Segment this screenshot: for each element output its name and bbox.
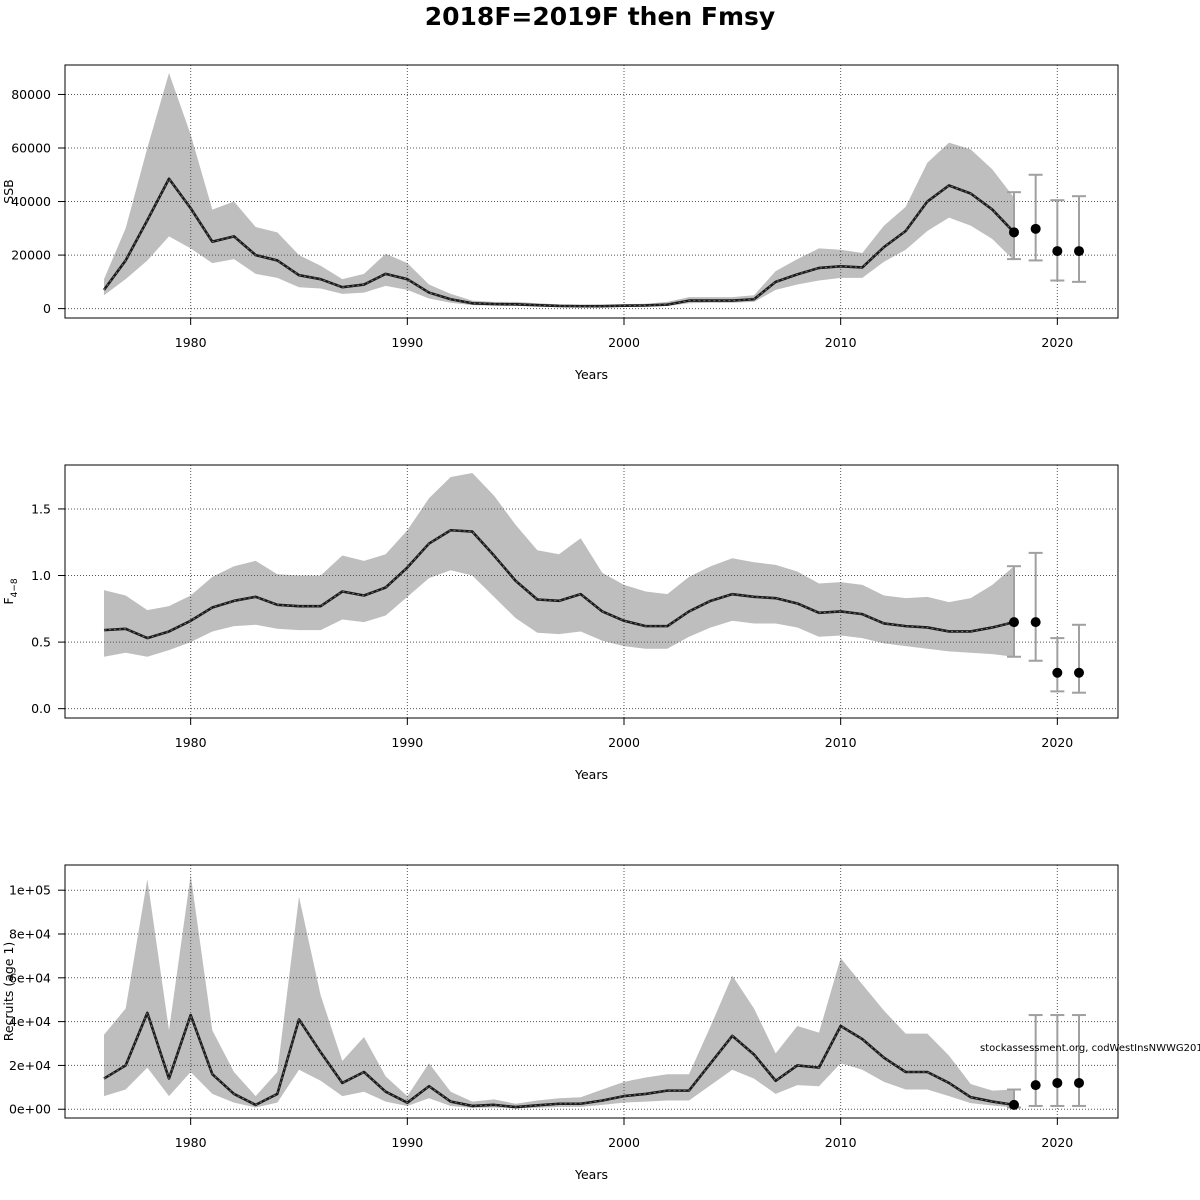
x-tick-label: 1980 bbox=[175, 1135, 207, 1150]
y-tick-label: 2e+04 bbox=[9, 1058, 51, 1073]
panel-3: 1980 1990 2000 2010 2020 0e+00 2e+04 4e+04 6e+04… bbox=[1, 864, 1119, 1182]
x-tick-label: 2010 bbox=[825, 1135, 857, 1150]
y-tick-label: 80000 bbox=[11, 87, 51, 102]
estimate-line-dots bbox=[103, 1011, 1015, 1108]
y-tick-label: 0.5 bbox=[31, 635, 51, 650]
forecast-point bbox=[1030, 223, 1041, 234]
y-tick-label: 6e+04 bbox=[9, 970, 51, 985]
x-tick-label: 2000 bbox=[608, 735, 640, 750]
y-tick-label: 0 bbox=[43, 301, 51, 316]
confidence-band bbox=[104, 472, 1014, 657]
forecast-point bbox=[1052, 1077, 1063, 1088]
estimate-line-dots bbox=[103, 177, 1015, 307]
x-tick-label: 2020 bbox=[1041, 335, 1073, 350]
panel-2: 1980 1990 2000 2010 2020 0.0 0.5 1.0 1.5 Years F4−… bbox=[1, 464, 1119, 782]
x-tick-label: 2010 bbox=[825, 735, 857, 750]
y-axis-label: Recruits (age 1) bbox=[1, 942, 16, 1042]
y-tick-label: 40000 bbox=[11, 194, 51, 209]
x-tick-label: 1990 bbox=[391, 1135, 423, 1150]
plot-frame bbox=[64, 464, 1119, 719]
y-axis-label: SSB bbox=[1, 179, 16, 203]
y-tick-label: 1.5 bbox=[31, 501, 51, 516]
forecast-point bbox=[1009, 227, 1019, 238]
watermark-text: stockassessment.org, codWestInsNWWG2019 bbox=[980, 1043, 1200, 1054]
forecast-2019 bbox=[1028, 173, 1043, 262]
y-tick-label: 20000 bbox=[11, 248, 51, 263]
figure-title: 2018F=2019F then Fmsy bbox=[424, 2, 776, 31]
forecast-point bbox=[1009, 1099, 1019, 1110]
y-tick-label: 1.0 bbox=[31, 568, 51, 583]
forecast-point bbox=[1074, 667, 1084, 678]
forecast-2021 bbox=[1072, 623, 1086, 694]
x-tick-label: 2000 bbox=[608, 1135, 640, 1150]
forecast-point bbox=[1052, 667, 1063, 678]
forecast-point bbox=[1030, 617, 1041, 628]
forecast-2021 bbox=[1072, 195, 1086, 283]
forecast-point bbox=[1074, 246, 1084, 257]
y-tick-label: 4e+04 bbox=[9, 1014, 51, 1029]
y-tick-label: 1e+05 bbox=[9, 883, 51, 898]
y-tick-label: 8e+04 bbox=[9, 927, 51, 942]
grid bbox=[65, 865, 1118, 1118]
forecast-point bbox=[1030, 1080, 1041, 1091]
forecast-2019 bbox=[1028, 551, 1043, 662]
estimate-line bbox=[103, 528, 1015, 640]
x-axis-label: Years bbox=[574, 367, 608, 382]
confidence-band bbox=[104, 73, 1014, 308]
forecast-point bbox=[1074, 1077, 1084, 1088]
x-tick-label: 1990 bbox=[391, 735, 423, 750]
y-tick-label: 0e+00 bbox=[9, 1102, 51, 1117]
forecast-point bbox=[1052, 246, 1063, 257]
x-tick-label: 1980 bbox=[175, 335, 207, 350]
y-axis-label: F4−8 bbox=[1, 578, 20, 604]
forecast-2020 bbox=[1050, 199, 1065, 282]
plot-frame bbox=[64, 64, 1119, 319]
x-tick-label: 1990 bbox=[391, 335, 423, 350]
x-tick-label: 2010 bbox=[825, 335, 857, 350]
plot-frame bbox=[64, 864, 1119, 1119]
y-tick-label: 60000 bbox=[11, 140, 51, 155]
grid bbox=[65, 65, 1118, 318]
forecast-point bbox=[1009, 617, 1019, 628]
forecast-2021 bbox=[1072, 1014, 1086, 1107]
panel-1: 1980 1990 2000 2010 2020 0 20000 40000 60000 8000… bbox=[1, 64, 1119, 382]
y-tick-label: 0.0 bbox=[31, 701, 51, 716]
x-tick-label: 1980 bbox=[175, 735, 207, 750]
forecast-2020 bbox=[1050, 637, 1065, 693]
x-axis-label: Years bbox=[574, 767, 608, 782]
forecast-2018 bbox=[1007, 565, 1021, 658]
x-tick-label: 2020 bbox=[1041, 1135, 1073, 1150]
forecast-2018 bbox=[1007, 1088, 1021, 1110]
confidence-band bbox=[104, 874, 1014, 1109]
forecast-2018 bbox=[1007, 191, 1021, 261]
x-tick-label: 2020 bbox=[1041, 735, 1073, 750]
forecast-2020 bbox=[1050, 1014, 1065, 1107]
x-tick-label: 2000 bbox=[608, 335, 640, 350]
x-axis-label: Years bbox=[574, 1167, 608, 1182]
forecast-2019 bbox=[1028, 1014, 1043, 1107]
